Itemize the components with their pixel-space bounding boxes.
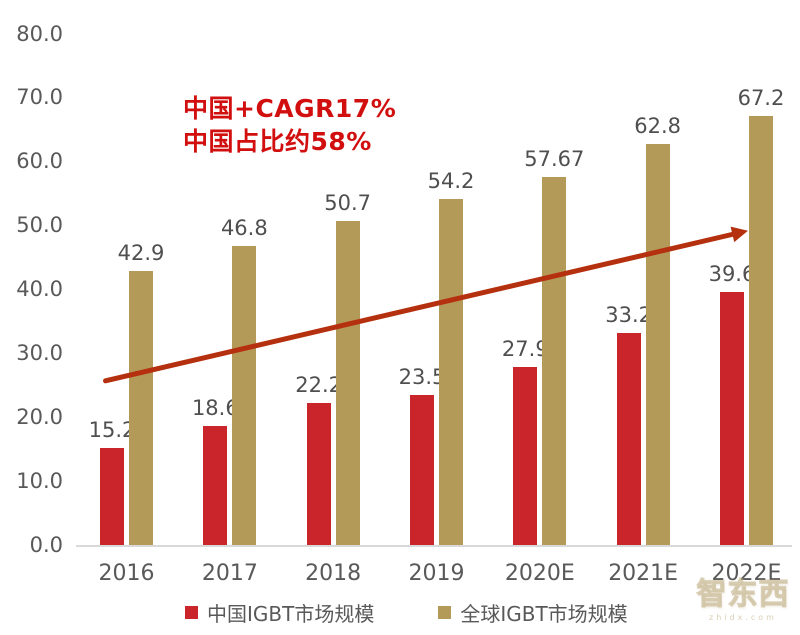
y-tick-label: 80.0 <box>16 21 63 46</box>
y-tick-label: 30.0 <box>16 340 63 365</box>
watermark-url: zhidx.com <box>709 613 777 622</box>
y-tick-label: 10.0 <box>16 468 63 493</box>
x-tick-label: 2021E <box>608 561 679 586</box>
y-tick-label: 50.0 <box>16 213 63 238</box>
data-label: 54.2 <box>427 169 475 193</box>
bar-china-2017 <box>203 426 228 545</box>
data-label: 42.9 <box>117 241 165 265</box>
bar-china-2020E <box>513 367 538 545</box>
watermark-logo: 智东西 <box>696 577 790 612</box>
legend-item-china: 中国IGBT市场规模 <box>185 598 374 627</box>
x-axis-line <box>76 545 792 547</box>
y-tick-label: 20.0 <box>16 404 63 429</box>
data-label: 46.8 <box>220 216 268 240</box>
legend-swatch-global-icon <box>438 606 452 619</box>
x-tick-label: 2019 <box>408 561 465 586</box>
bar-global-2018 <box>335 221 360 545</box>
legend-swatch-china-icon <box>185 606 198 619</box>
data-label: 18.6 <box>191 396 239 420</box>
y-tick-label: 60.0 <box>16 149 63 174</box>
x-tick-label: 2017 <box>201 561 258 586</box>
bar-china-2019 <box>409 395 434 545</box>
bar-global-2017 <box>232 246 257 545</box>
x-tick-label: 2020E <box>504 561 575 586</box>
bar-global-2019 <box>438 199 463 545</box>
y-tick-label: 70.0 <box>16 85 63 110</box>
x-tick-label: 2016 <box>98 561 155 586</box>
data-label: 15.2 <box>88 418 136 442</box>
x-tick-label: 2022E <box>711 561 782 586</box>
bar-china-2021E <box>616 333 641 545</box>
bar-global-2022E <box>748 116 773 545</box>
annotation-line-2: 中国占比约58% <box>183 127 372 156</box>
annotation-line-1: 中国+CAGR17% <box>183 94 397 123</box>
legend-item-global: 全球IGBT市场规模 <box>438 598 628 627</box>
bar-global-2020E <box>542 177 567 545</box>
x-tick-label: 2018 <box>305 561 362 586</box>
data-label: 67.2 <box>737 86 785 110</box>
bar-global-2021E <box>645 144 670 545</box>
data-label: 50.7 <box>324 191 372 215</box>
bar-china-2018 <box>306 403 331 545</box>
arrow-head-icon <box>730 226 748 243</box>
watermark: 智东西 zhidx.com <box>688 577 798 622</box>
bar-china-2016 <box>100 448 124 545</box>
legend-label-china: 中国IGBT市场规模 <box>207 602 375 626</box>
data-label: 57.67 <box>524 147 585 171</box>
legend-label-global: 全球IGBT市场规模 <box>460 602 628 626</box>
bar-global-2016 <box>129 271 153 545</box>
bar-china-2022E <box>719 292 744 545</box>
y-tick-label: 0.0 <box>29 532 63 557</box>
annotation: 中国+CAGR17% 中国占比约58% <box>183 92 396 158</box>
y-tick-label: 40.0 <box>16 277 63 301</box>
data-label: 62.8 <box>634 114 682 138</box>
legend: 中国IGBT市场规模 全球IGBT市场规模 <box>185 598 628 627</box>
